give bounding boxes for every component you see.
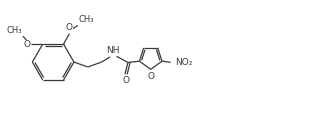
Text: O: O [147, 72, 155, 81]
Text: NH: NH [106, 46, 120, 55]
Text: O: O [122, 76, 129, 85]
Text: CH₃: CH₃ [6, 26, 22, 35]
Text: O: O [24, 40, 31, 49]
Text: CH₃: CH₃ [79, 15, 94, 24]
Text: O: O [66, 23, 73, 32]
Text: NO₂: NO₂ [175, 58, 192, 67]
